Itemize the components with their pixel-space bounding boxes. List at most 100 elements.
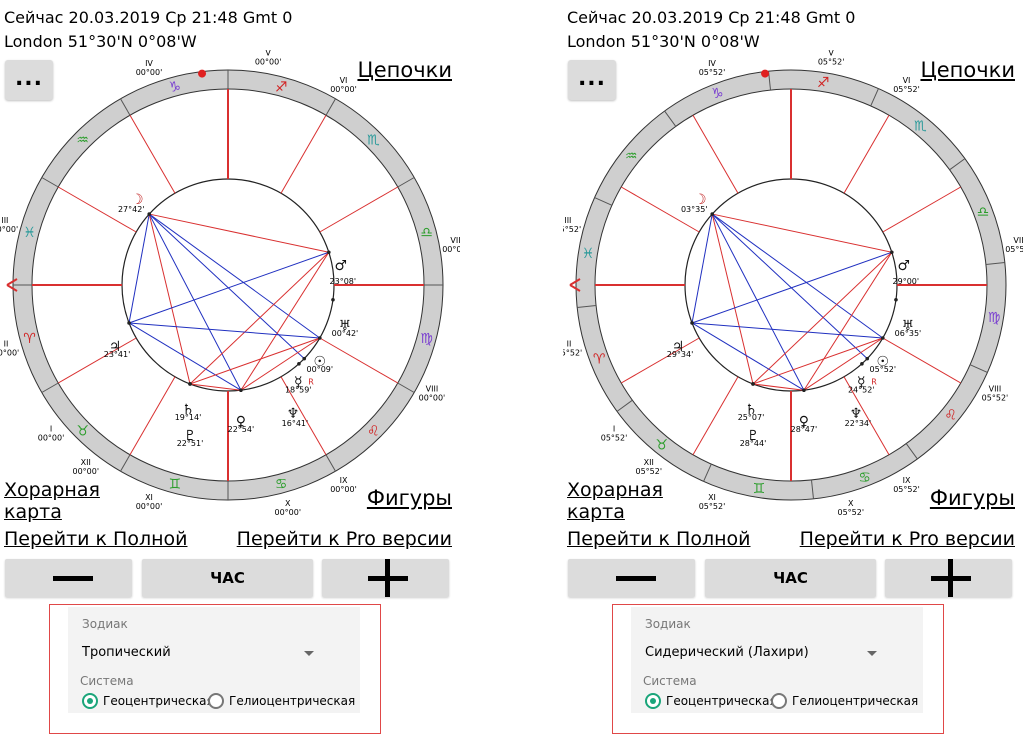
minus-button[interactable] xyxy=(568,559,695,597)
planet-degree: 16°41' xyxy=(282,419,309,428)
zodiac-sign-glyph: ♍ xyxy=(988,310,1001,326)
house-degree: 00°00' xyxy=(330,85,357,94)
house-number: II xyxy=(567,340,572,349)
hour-button[interactable]: ЧАС xyxy=(142,559,313,597)
uranus-icon: ♅ xyxy=(902,318,915,334)
horary-chart-link[interactable]: Хорарная карта xyxy=(4,479,100,523)
aspect-line xyxy=(691,213,713,324)
geocentric-radio[interactable] xyxy=(645,693,661,709)
planet-degree: 25°07' xyxy=(738,413,765,422)
natal-chart[interactable]: ♈♉♊♋♌♍♎♏♐♑♒♓I05°52'II05°52'III05°52'IV05… xyxy=(563,50,1023,520)
planet-point xyxy=(147,212,152,216)
zodiac-select[interactable]: Тропический xyxy=(82,645,171,660)
house-cusp-line xyxy=(58,186,137,233)
house-cusp-line xyxy=(280,115,327,194)
horary-line1: Хорарная xyxy=(567,479,663,501)
zodiac-sign-glyph: ♌ xyxy=(367,423,380,439)
house-degree: 00°00' xyxy=(0,225,18,234)
figures-link[interactable]: Фигуры xyxy=(929,486,1015,510)
zodiac-sign-glyph: ♏ xyxy=(914,118,927,134)
hour-button-label: ЧАС xyxy=(210,569,245,587)
jupiter-icon: ♃ xyxy=(672,339,685,355)
sign-divider xyxy=(616,399,633,412)
sign-divider xyxy=(120,98,131,116)
chains-link[interactable]: Цепочки xyxy=(357,58,452,82)
plus-button[interactable] xyxy=(322,559,449,597)
heliocentric-radio[interactable] xyxy=(771,693,787,709)
planet-point xyxy=(127,321,131,325)
heliocentric-radio[interactable] xyxy=(208,693,224,709)
hour-button[interactable]: ЧАС xyxy=(705,559,876,597)
dropdown-arrow-icon[interactable] xyxy=(867,651,877,656)
zodiac-sign-glyph: ♒ xyxy=(625,149,638,165)
house-cusp-line xyxy=(319,186,398,233)
house-degree: 05°52' xyxy=(893,85,920,94)
zodiac-sign-glyph: ♑ xyxy=(711,86,724,102)
moon-icon: ☽ xyxy=(131,192,144,208)
pluto-icon: ♇ xyxy=(184,428,197,444)
planet-point xyxy=(890,250,894,255)
go-pro-link[interactable]: Перейти к Pro версии xyxy=(799,528,1015,550)
zodiac-select[interactable]: Сидерический (Лахири) xyxy=(645,645,809,660)
aspect-line xyxy=(128,213,150,324)
zodiac-label: Зодиак xyxy=(82,617,128,631)
plus-button[interactable] xyxy=(885,559,1012,597)
house-number: IX xyxy=(903,476,911,485)
sign-divider xyxy=(120,454,131,472)
house-cusp-line xyxy=(58,337,137,384)
go-full-link[interactable]: Перейти к Полной xyxy=(4,528,188,550)
dropdown-arrow-icon[interactable] xyxy=(304,651,314,656)
go-pro-link[interactable]: Перейти к Pro версии xyxy=(236,528,452,550)
house-number: V xyxy=(265,50,271,58)
menu-button[interactable]: ... xyxy=(568,60,616,100)
neptune-icon: ♆ xyxy=(287,406,300,422)
menu-button[interactable]: ... xyxy=(5,60,53,100)
house-degree: 05°52' xyxy=(563,225,581,234)
go-full-link[interactable]: Перейти к Полной xyxy=(567,528,751,550)
figures-link[interactable]: Фигуры xyxy=(366,486,452,510)
inner-circle xyxy=(121,178,335,392)
ellipsis-icon: ... xyxy=(577,66,607,91)
minus-button[interactable] xyxy=(5,559,132,597)
zodiac-sign-glyph: ♉ xyxy=(76,423,89,439)
planet-point xyxy=(302,356,307,361)
aspect-line xyxy=(240,337,321,391)
horary-chart-link[interactable]: Хорарная карта xyxy=(567,479,663,523)
planet-degree: 27°42' xyxy=(118,205,145,214)
house-cusp-line xyxy=(319,337,398,384)
location-header: London 51°30'N 0°08'W xyxy=(567,32,760,51)
retrograde-mark: R xyxy=(871,378,877,387)
planet-degree: 06°35' xyxy=(895,329,922,338)
zodiac-sign-glyph: ♏ xyxy=(367,133,380,149)
zodiac-sign-glyph: ♈ xyxy=(23,331,36,347)
inner-circle xyxy=(684,178,898,392)
planet-degree: 19°14' xyxy=(175,413,202,422)
sign-divider xyxy=(594,197,613,206)
natal-chart[interactable]: ♈♉♊♋♌♍♎♏♐♑♒♓I00°00'II00°00'III00°00'IV00… xyxy=(0,50,460,520)
planet-point xyxy=(802,388,806,393)
aspect-line xyxy=(752,337,883,385)
chains-link[interactable]: Цепочки xyxy=(920,58,1015,82)
saturn-icon: ♄ xyxy=(745,402,758,418)
house-degree: 05°52' xyxy=(636,467,663,476)
plus-icon-vertical xyxy=(385,559,390,597)
date-time-header: Сейчас 20.03.2019 Ср 21:48 Gmt 0 xyxy=(567,8,856,27)
panel-tropical: Сейчас 20.03.2019 Ср 21:48 Gmt 0 London … xyxy=(0,0,460,741)
saturn-icon: ♄ xyxy=(182,402,195,418)
planet-degree: 00°09' xyxy=(307,365,334,374)
date-time-header: Сейчас 20.03.2019 Ср 21:48 Gmt 0 xyxy=(4,8,293,27)
zodiac-ring xyxy=(576,70,1006,500)
plus-icon-vertical xyxy=(948,559,953,597)
house-number: VII xyxy=(450,236,460,245)
zodiac-sign-glyph: ♐ xyxy=(817,75,830,91)
zodiac-label: Зодиак xyxy=(645,617,691,631)
system-label: Система xyxy=(80,674,134,688)
house-number: I xyxy=(613,424,615,433)
house-degree: 05°52' xyxy=(1005,245,1023,254)
horary-line2: карта xyxy=(4,501,62,523)
sun-icon: ☉ xyxy=(314,354,327,370)
house-number: VIII xyxy=(989,384,1002,393)
planet-degree: 18°59' xyxy=(285,386,312,395)
house-cusp-line xyxy=(129,115,176,194)
geocentric-radio[interactable] xyxy=(82,693,98,709)
